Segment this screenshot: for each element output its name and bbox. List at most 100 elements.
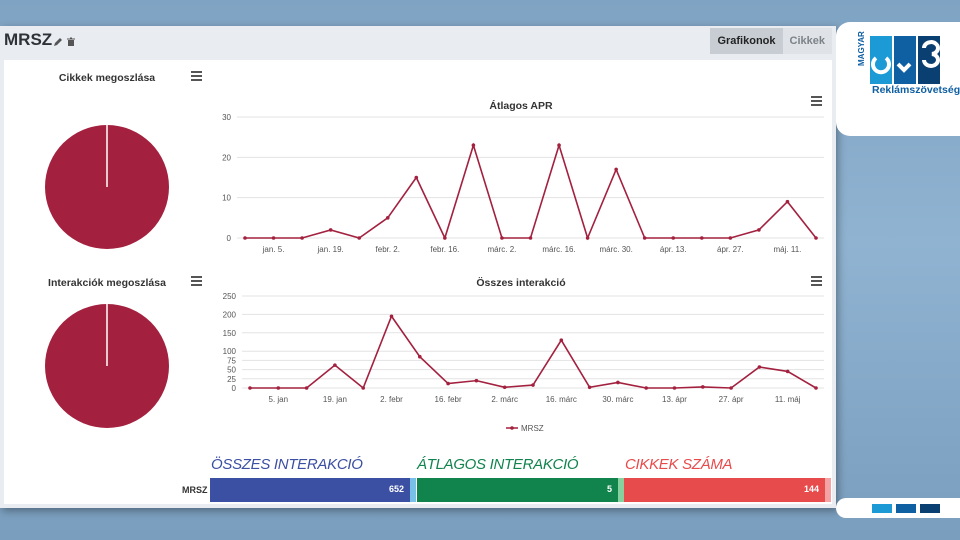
apr-point[interactable] (271, 236, 276, 240)
interaction-x-tick-label: 2. febr (380, 395, 403, 404)
pencil-icon[interactable] (53, 37, 63, 47)
total-interaction-bar-end (410, 478, 416, 502)
apr-point[interactable] (471, 143, 476, 148)
apr-x-tick-label: máj. 11. (774, 245, 802, 254)
interaction-point[interactable] (701, 385, 705, 389)
total-interaction-heading: ÖSSZES INTERAKCIÓ (211, 456, 363, 473)
apr-point[interactable] (700, 236, 704, 240)
interaction-y-tick-label: 250 (223, 292, 237, 301)
interaction-x-tick-label: 11. máj (775, 395, 801, 404)
interaction-point[interactable] (616, 380, 620, 385)
logo-text: Reklámszövetség (872, 84, 960, 96)
trash-icon[interactable] (66, 37, 76, 47)
interaction-point[interactable] (276, 386, 281, 390)
interaction-x-tick-label: 16. febr (435, 395, 462, 404)
interaction-point[interactable] (531, 383, 535, 387)
article-count-bar-end (825, 478, 831, 502)
apr-point[interactable] (814, 236, 818, 240)
interaction-point[interactable] (446, 381, 450, 386)
interaction-point[interactable] (502, 385, 507, 390)
apr-point[interactable] (300, 236, 304, 240)
dashboard-header: MRSZ Grafikonok Cikkek (0, 26, 836, 56)
interaction-x-tick-label: 30. márc (602, 395, 633, 404)
dashboard-window: MRSZ Grafikonok Cikkek Cikkek megoszlása… (0, 26, 836, 508)
interaction-point[interactable] (333, 363, 337, 367)
apr-y-tick-label: 20 (222, 153, 231, 162)
apr-point[interactable] (500, 236, 504, 240)
interaction-x-tick-label: 27. ápr (719, 395, 744, 404)
pie1-menu-icon[interactable] (191, 71, 202, 81)
chart-legend[interactable]: MRSZ (506, 424, 544, 433)
apr-point[interactable] (243, 236, 247, 240)
summary-panel: ÖSSZES INTERAKCIÓ ÁTLAGOS INTERAKCIÓ CIK… (4, 440, 832, 504)
interaction-point[interactable] (587, 385, 592, 390)
interaction-x-tick-label: 16. márc (546, 395, 577, 404)
view-tabs: Grafikonok Cikkek (710, 28, 832, 54)
interaction-point[interactable] (361, 386, 366, 390)
interaction-point[interactable] (672, 386, 677, 390)
apr-y-tick-label: 30 (222, 113, 231, 122)
apr-point[interactable] (414, 175, 419, 180)
brand-strip-dark (920, 504, 940, 513)
apr-point[interactable] (557, 143, 561, 148)
apr-point[interactable] (614, 167, 618, 172)
tab-grafikonok[interactable]: Grafikonok (710, 28, 783, 54)
interaction-point[interactable] (559, 338, 564, 342)
apr-point[interactable] (785, 199, 790, 204)
apr-x-tick-label: márc. 2. (487, 245, 516, 254)
apr-x-tick-label: márc. 16. (542, 245, 575, 254)
interaction-point[interactable] (304, 386, 309, 390)
apr-x-tick-label: febr. 16. (430, 245, 459, 254)
interaction-point[interactable] (389, 314, 394, 319)
interaction-x-tick-label: 13. ápr (662, 395, 687, 404)
avg-interaction-bar[interactable]: 5 (417, 478, 618, 502)
interaction-chart-menu-icon[interactable] (811, 276, 822, 286)
apr-point[interactable] (357, 236, 362, 240)
interaction-point[interactable] (729, 386, 733, 390)
apr-chart-menu-icon[interactable] (811, 96, 822, 106)
tab-cikkek[interactable]: Cikkek (782, 28, 832, 54)
avg-interaction-value: 5 (606, 484, 612, 494)
interaction-y-tick-label: 25 (227, 375, 236, 384)
interaction-point[interactable] (644, 386, 648, 390)
interaction-y-tick-label: 50 (227, 366, 236, 375)
apr-y-tick-label: 0 (227, 234, 232, 243)
interaction-point[interactable] (418, 354, 422, 359)
apr-x-tick-label: ápr. 27. (717, 245, 744, 254)
apr-x-tick-label: ápr. 13. (660, 245, 687, 254)
interaction-point[interactable] (474, 378, 479, 383)
legend-label: MRSZ (521, 424, 544, 433)
apr-chart: 0 10 20 30 jan. 5. jan. 19. febr. 2. febr. 16. m… (222, 113, 824, 254)
summary-row-label: MRSZ (182, 485, 208, 495)
brand-strip (836, 498, 960, 518)
pie2-menu-icon[interactable] (191, 276, 202, 286)
interaction-point[interactable] (814, 386, 818, 390)
apr-point[interactable] (671, 236, 676, 240)
mrsz-logo (870, 36, 940, 84)
interaction-point[interactable] (248, 386, 252, 390)
apr-y-tick-label: 10 (222, 194, 231, 203)
article-count-bar[interactable]: 144 (624, 478, 825, 502)
apr-point[interactable] (528, 236, 533, 240)
apr-point[interactable] (443, 236, 447, 240)
apr-series-line[interactable] (245, 142, 817, 241)
interaction-point[interactable] (757, 365, 762, 369)
total-interaction-value: 652 (388, 484, 404, 494)
article-count-heading: CIKKEK SZÁMA (625, 456, 733, 473)
interaction-x-tick-label: 19. jan (323, 395, 347, 404)
article-count-value: 144 (803, 484, 819, 494)
apr-point[interactable] (642, 236, 647, 240)
total-interaction-bar[interactable]: 652 (210, 478, 410, 502)
apr-point[interactable] (757, 228, 761, 232)
interaction-y-tick-label: 100 (223, 347, 237, 356)
apr-point[interactable] (328, 228, 333, 232)
interaction-series-line[interactable] (250, 314, 817, 390)
interaction-x-tick-label: 5. jan (269, 395, 289, 404)
apr-point[interactable] (385, 216, 390, 220)
interaction-point[interactable] (785, 369, 790, 374)
apr-point[interactable] (585, 236, 590, 240)
apr-point[interactable] (728, 236, 733, 240)
apr-x-tick-label: febr. 2. (376, 245, 400, 254)
apr-chart-title: Átlagos APR (489, 99, 553, 112)
charts-canvas: Cikkek megoszlása Interakciók megoszlása… (45, 71, 824, 433)
